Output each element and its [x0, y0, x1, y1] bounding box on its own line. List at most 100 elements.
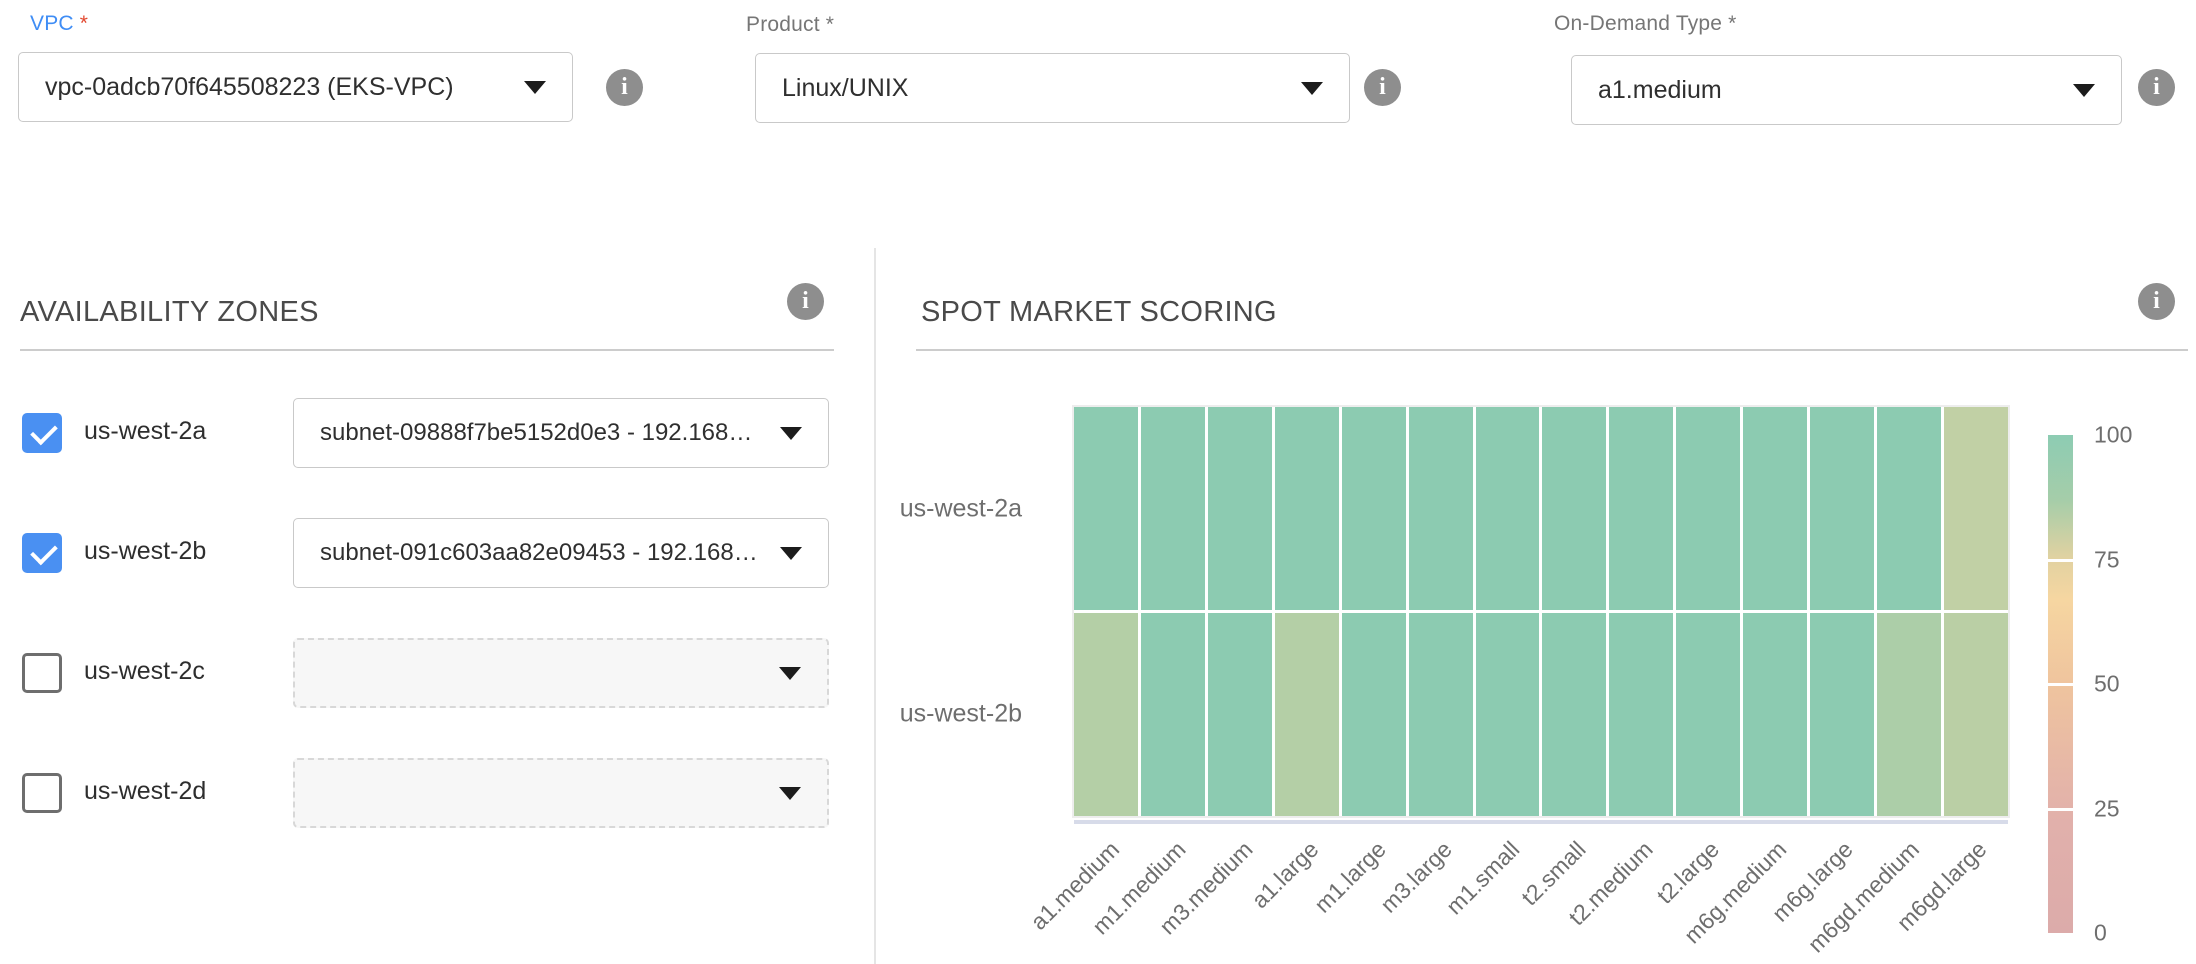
- heatmap-cell[interactable]: [1141, 407, 1205, 610]
- on-demand-type-select-value: a1.medium: [1598, 76, 2055, 105]
- product-select[interactable]: Linux/UNIX: [755, 53, 1350, 123]
- spot-market-scoring-info-icon[interactable]: i: [2138, 283, 2175, 320]
- on-demand-type-select[interactable]: a1.medium: [1571, 55, 2122, 125]
- heatmap-cell[interactable]: [1542, 407, 1606, 610]
- az-subnet-select-us-west-2b[interactable]: subnet-091c603aa82e09453 - 192.168…: [293, 518, 829, 588]
- az-subnet-value: subnet-09888f7be5152d0e3 - 192.168…: [320, 419, 762, 447]
- heatmap-cell[interactable]: [1542, 613, 1606, 816]
- heatmap-cell[interactable]: [1476, 613, 1540, 816]
- heatmap-cell[interactable]: [1476, 407, 1540, 610]
- az-checkbox-us-west-2d[interactable]: [22, 773, 62, 813]
- availability-zones-title: AVAILABILITY ZONES: [20, 296, 319, 329]
- heatmap-cell[interactable]: [1275, 407, 1339, 610]
- heatmap-y-label: us-west-2a: [900, 495, 1022, 524]
- az-subnet-select-us-west-2d[interactable]: [293, 758, 829, 828]
- heatmap-grid: [1074, 407, 2008, 816]
- on-demand-type-info-icon[interactable]: i: [2138, 69, 2175, 106]
- az-row-us-west-2d: us-west-2d: [0, 758, 874, 828]
- az-row-us-west-2c: us-west-2c: [0, 638, 874, 708]
- heatmap-cell[interactable]: [1409, 407, 1473, 610]
- heatmap-cell[interactable]: [1877, 407, 1941, 610]
- heatmap-x-label: m1.small: [1441, 836, 1525, 920]
- product-select-value: Linux/UNIX: [782, 74, 1283, 103]
- heatmap-cell[interactable]: [1409, 613, 1473, 816]
- heatmap-cell[interactable]: [1810, 407, 1874, 610]
- vpc-label: VPC*: [30, 12, 88, 36]
- heatmap-cell[interactable]: [1676, 613, 1740, 816]
- heatmap-cell[interactable]: [1877, 613, 1941, 816]
- heatmap-cell[interactable]: [1609, 613, 1673, 816]
- spot-instance-config-page: { "form": { "vpc": { "label": "VPC", "re…: [0, 0, 2196, 964]
- az-zone-label: us-west-2a: [84, 417, 206, 446]
- info-icon-glyph: i: [802, 288, 809, 315]
- heatmap-cell[interactable]: [1208, 613, 1272, 816]
- product-label-text: Product: [746, 13, 820, 36]
- heatmap-cell[interactable]: [1743, 613, 1807, 816]
- heatmap-cell[interactable]: [1074, 407, 1138, 610]
- colorbar-tick-label: 50: [2094, 671, 2120, 698]
- az-subnet-select-us-west-2a[interactable]: subnet-09888f7be5152d0e3 - 192.168…: [293, 398, 829, 468]
- az-checkbox-us-west-2a[interactable]: [22, 413, 62, 453]
- on-demand-type-label: On-Demand Type *: [1554, 12, 1737, 36]
- az-subnet-select-us-west-2c[interactable]: [293, 638, 829, 708]
- chevron-down-icon: [2073, 84, 2095, 97]
- heatmap-cell[interactable]: [1342, 407, 1406, 610]
- heatmap-ylabels: us-west-2a us-west-2b: [900, 407, 1048, 816]
- info-icon-glyph: i: [2153, 288, 2160, 315]
- az-checkbox-us-west-2b[interactable]: [22, 533, 62, 573]
- chevron-down-icon: [1301, 82, 1323, 95]
- heatmap-cell[interactable]: [1342, 613, 1406, 816]
- colorbar-gradient: [2048, 435, 2073, 933]
- spot-market-scoring-title: SPOT MARKET SCORING: [921, 296, 1277, 329]
- heatmap-cell[interactable]: [1944, 407, 2008, 610]
- colorbar-tick-label: 25: [2094, 795, 2120, 822]
- heatmap-cell[interactable]: [1275, 613, 1339, 816]
- heatmap-cell[interactable]: [1208, 407, 1272, 610]
- chevron-down-icon: [524, 81, 546, 94]
- az-subnet-value: subnet-091c603aa82e09453 - 192.168…: [320, 539, 762, 567]
- availability-zones-rule: [20, 349, 834, 351]
- heatmap-x-label: m1.large: [1309, 836, 1391, 918]
- chevron-down-icon: [779, 667, 801, 680]
- heatmap-axis-line: [1074, 820, 2008, 824]
- product-info-icon[interactable]: i: [1364, 69, 1401, 106]
- heatmap-cell[interactable]: [1944, 613, 2008, 816]
- az-zone-label: us-west-2c: [84, 657, 205, 686]
- product-required-asterisk: *: [826, 13, 834, 36]
- on-demand-type-required-asterisk: *: [1728, 12, 1736, 35]
- colorbar-tick-label: 0: [2094, 920, 2107, 947]
- chevron-down-icon: [780, 547, 802, 560]
- az-zone-label: us-west-2b: [84, 537, 206, 566]
- availability-zones-info-icon[interactable]: i: [787, 283, 824, 320]
- vpc-select[interactable]: vpc-0adcb70f645508223 (EKS-VPC): [18, 52, 573, 122]
- spot-market-scoring-rule: [916, 349, 2188, 351]
- vpc-info-icon[interactable]: i: [606, 69, 643, 106]
- vpc-label-text: VPC: [30, 12, 74, 35]
- colorbar-tick-label: 100: [2094, 422, 2132, 449]
- colorbar-tick-line: [2048, 808, 2073, 811]
- info-icon-glyph: i: [2153, 74, 2160, 101]
- panel-divider: [874, 248, 876, 964]
- heatmap-cell[interactable]: [1810, 613, 1874, 816]
- product-label: Product *: [746, 13, 834, 37]
- heatmap-y-label: us-west-2b: [900, 699, 1022, 728]
- chevron-down-icon: [779, 787, 801, 800]
- colorbar-tick-line: [2048, 683, 2073, 686]
- heatmap-cell[interactable]: [1074, 613, 1138, 816]
- az-zone-label: us-west-2d: [84, 777, 206, 806]
- az-row-us-west-2b: us-west-2b subnet-091c603aa82e09453 - 19…: [0, 518, 874, 588]
- heatmap-cell[interactable]: [1676, 407, 1740, 610]
- colorbar-tick-label: 75: [2094, 546, 2120, 573]
- heatmap-cell[interactable]: [1609, 407, 1673, 610]
- heatmap-cell[interactable]: [1141, 613, 1205, 816]
- heatmap-cell[interactable]: [1743, 407, 1807, 610]
- az-checkbox-us-west-2c[interactable]: [22, 653, 62, 693]
- on-demand-type-label-text: On-Demand Type: [1554, 12, 1722, 35]
- chevron-down-icon: [780, 427, 802, 440]
- az-row-us-west-2a: us-west-2a subnet-09888f7be5152d0e3 - 19…: [0, 398, 874, 468]
- info-icon-glyph: i: [1379, 74, 1386, 101]
- heatmap-xlabels: a1.mediumm1.mediumm3.mediuma1.largem1.la…: [1074, 830, 2008, 964]
- info-icon-glyph: i: [621, 74, 628, 101]
- colorbar-labels: 1007550250: [2094, 435, 2164, 933]
- colorbar-tick-line: [2048, 559, 2073, 562]
